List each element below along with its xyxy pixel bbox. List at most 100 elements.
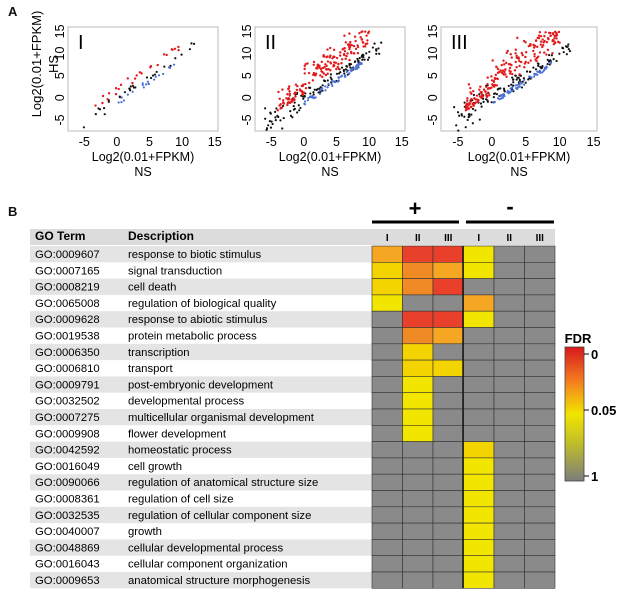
scatter-point (345, 70, 348, 74)
scatter-point (502, 87, 506, 90)
x-axis-label: Log2(0.01+FPKM) (468, 150, 570, 164)
scatter-point (325, 68, 329, 71)
heatmap-cell (371, 245, 403, 263)
scatter-point (324, 85, 327, 88)
y-tick-label: 15 (240, 24, 254, 38)
scatter-point (367, 56, 371, 59)
heatmap-cell (371, 555, 403, 573)
scatter-point (516, 76, 519, 79)
heatmap-cell (432, 522, 464, 540)
scatter-point (340, 66, 344, 69)
go-term-id: GO:0016043 (35, 559, 100, 571)
scatter-point (504, 73, 507, 76)
scatter-point (298, 109, 301, 112)
heatmap-cell (402, 522, 434, 540)
scatter-point (468, 115, 471, 118)
table-header-band (30, 229, 372, 245)
heatmap-cell (493, 278, 525, 296)
row-stripe (30, 474, 372, 491)
scatter-point (299, 106, 302, 110)
scatter-point (509, 87, 512, 90)
scatter-point (281, 88, 284, 91)
scatter-point (329, 46, 332, 50)
go-term-id: GO:0032502 (35, 396, 100, 408)
scatter-point (544, 31, 547, 34)
go-term-description: flower development (128, 428, 227, 440)
scatter-point (320, 60, 324, 64)
scatter-point (289, 114, 293, 117)
scatter-point (458, 114, 461, 117)
scatter-point (303, 67, 306, 71)
scatter-point (363, 58, 366, 61)
scatter-point (343, 75, 347, 78)
scatter-point (539, 35, 543, 38)
scatter-point (534, 73, 537, 76)
heatmap-cell (524, 555, 556, 573)
scatter-point (278, 97, 281, 101)
scatter-point (157, 74, 161, 77)
scatter-point (296, 85, 299, 88)
scatter-point (503, 90, 506, 93)
scatter-point (485, 98, 488, 101)
scatter-point (119, 83, 123, 87)
scatter-point (348, 47, 351, 51)
table-row: GO:0019538 protein metabolic process (35, 331, 257, 343)
scatter-point (343, 72, 346, 75)
scatter-point (295, 88, 299, 92)
y-tick-label: 0 (53, 94, 67, 101)
go-term-id: GO:0006810 (35, 363, 100, 375)
scatter-point (153, 78, 156, 81)
heatmap-cell (371, 392, 403, 410)
scatter-point (561, 46, 564, 49)
scatter-point (323, 80, 327, 83)
scatter-point (513, 69, 517, 72)
scatter-point (303, 72, 306, 75)
scatter-point (288, 94, 291, 97)
heatmap-cell (493, 343, 525, 361)
heatmap-cell (402, 473, 434, 491)
heatmap-cell (463, 392, 495, 410)
x-axis-label: Log2(0.01+FPKM) (92, 150, 194, 164)
heatmap-cell (432, 327, 464, 345)
scatter-point (287, 87, 291, 90)
scatter-point (511, 84, 515, 87)
y-tick-label: -5 (240, 114, 254, 125)
y-tick-label: 5 (53, 72, 67, 79)
heatmap-column-header: I (386, 233, 389, 244)
y-tick-label: 10 (240, 47, 254, 61)
heatmap-cell (371, 457, 403, 475)
go-term-description: response to abiotic stimulus (128, 314, 268, 326)
scatter-point (566, 45, 569, 48)
go-term-id: GO:0032535 (35, 510, 100, 522)
x-tick-label: 10 (175, 135, 189, 149)
scatter-point (543, 35, 546, 38)
scatter-point (348, 72, 351, 75)
scatter-point (358, 57, 361, 60)
go-term-description: regulation of biological quality (128, 298, 277, 310)
x-tick-label: 15 (395, 135, 409, 149)
heatmap-cell (402, 424, 434, 442)
scatter-point (280, 106, 283, 109)
scatter-point (466, 118, 469, 122)
panel-roman-numeral: I (78, 32, 84, 54)
scatter-point (468, 101, 471, 105)
scatter-point (375, 49, 378, 52)
heatmap-cell (463, 408, 495, 426)
scatter-point (479, 85, 482, 88)
scatter-point (366, 58, 370, 61)
heatmap-cell (432, 424, 464, 442)
scatter-point (322, 53, 325, 57)
y-tick-label: 5 (240, 72, 254, 79)
scatter-point (508, 69, 511, 72)
heatmap-cell (371, 441, 403, 459)
scatter-point (339, 51, 342, 54)
scatter-point (492, 95, 495, 99)
heatmap-cell (402, 490, 434, 508)
scatter-point (553, 34, 556, 38)
heatmap-cell (432, 245, 464, 263)
legend-tick-1: 1 (591, 469, 598, 484)
scatter-point (549, 31, 552, 35)
scatter-point (165, 53, 168, 57)
go-term-id: GO:0007275 (35, 412, 100, 424)
